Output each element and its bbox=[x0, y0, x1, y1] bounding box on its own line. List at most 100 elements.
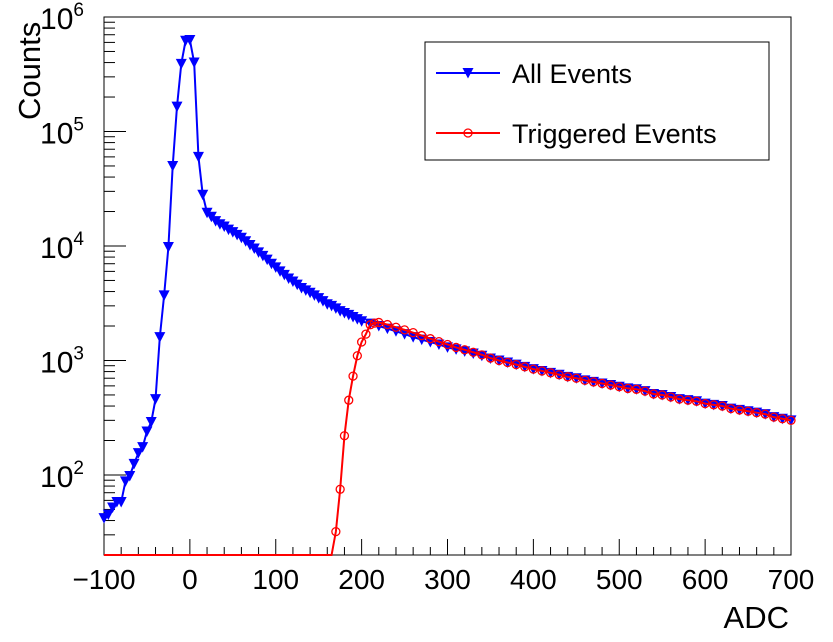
x-tick-label: 600 bbox=[682, 564, 729, 595]
data-point bbox=[330, 303, 342, 314]
y-tick-label: 105 bbox=[40, 114, 84, 150]
data-point bbox=[734, 405, 745, 415]
data-point bbox=[614, 382, 624, 392]
data-point bbox=[188, 57, 200, 69]
data-point bbox=[460, 345, 470, 355]
data-point bbox=[520, 362, 530, 372]
data-point bbox=[726, 403, 736, 414]
data-point bbox=[348, 371, 358, 381]
data-point bbox=[451, 342, 461, 353]
data-point bbox=[709, 400, 719, 410]
y-axis-ticks: 102 103 104 105 106 bbox=[40, 0, 126, 556]
data-point bbox=[528, 364, 539, 374]
data-point bbox=[162, 241, 174, 253]
data-point bbox=[717, 401, 727, 411]
data-point bbox=[137, 442, 149, 453]
data-point bbox=[102, 509, 114, 521]
legend-marker bbox=[462, 68, 474, 79]
data-point bbox=[399, 325, 410, 335]
data-point bbox=[606, 380, 616, 390]
data-point bbox=[760, 409, 770, 419]
data-point bbox=[752, 408, 762, 418]
legend-label-triggered-events: Triggered Events bbox=[512, 119, 717, 149]
y-tick-label: 103 bbox=[40, 343, 84, 379]
data-point bbox=[356, 337, 367, 347]
data-point bbox=[407, 332, 419, 343]
data-point bbox=[468, 347, 478, 357]
data-point bbox=[197, 189, 209, 201]
data-point bbox=[308, 290, 320, 301]
legend-box bbox=[424, 41, 770, 161]
data-point bbox=[391, 322, 401, 332]
data-point bbox=[335, 484, 345, 494]
data-point bbox=[231, 229, 243, 241]
data-point bbox=[477, 350, 487, 360]
data-point bbox=[150, 394, 162, 405]
data-point bbox=[158, 290, 170, 301]
data-point bbox=[648, 389, 659, 399]
data-point bbox=[369, 318, 380, 328]
x-tick-label: 700 bbox=[768, 564, 815, 595]
legend-marker-triggered-events bbox=[463, 128, 473, 138]
data-point bbox=[408, 328, 418, 338]
series-layer bbox=[98, 34, 797, 556]
data-point bbox=[382, 319, 393, 330]
data-point bbox=[580, 375, 590, 386]
data-point bbox=[597, 378, 607, 389]
data-point bbox=[352, 351, 362, 361]
legend: All Events Triggered Events bbox=[424, 41, 770, 161]
data-point bbox=[537, 366, 547, 376]
data-point bbox=[743, 406, 753, 416]
data-point bbox=[192, 151, 204, 163]
data-point bbox=[666, 392, 676, 402]
data-point bbox=[588, 377, 599, 387]
y-tick-label: 106 bbox=[40, 0, 84, 36]
data-point bbox=[171, 101, 183, 113]
data-point bbox=[132, 448, 144, 459]
data-point bbox=[141, 426, 153, 437]
x-tick-label: 100 bbox=[252, 564, 299, 595]
data-point bbox=[107, 502, 119, 513]
data-point bbox=[361, 329, 371, 339]
data-point bbox=[128, 458, 140, 470]
data-point bbox=[502, 357, 513, 368]
x-tick-label: 500 bbox=[596, 564, 643, 595]
x-tick-label: 0 bbox=[182, 564, 198, 595]
y-tick-label: 102 bbox=[40, 458, 84, 494]
data-point bbox=[154, 332, 166, 343]
data-point bbox=[434, 337, 444, 347]
data-point bbox=[769, 412, 779, 422]
series-triggered-events bbox=[104, 317, 796, 556]
data-point bbox=[374, 317, 384, 328]
data-point bbox=[425, 334, 435, 344]
data-point bbox=[119, 476, 131, 487]
data-point bbox=[786, 415, 796, 425]
legend-marker-all-events bbox=[462, 68, 474, 79]
data-point bbox=[331, 526, 341, 537]
legend-label-all-events: All Events bbox=[512, 59, 632, 89]
data-point bbox=[365, 320, 375, 330]
data-point bbox=[175, 58, 187, 70]
data-point bbox=[339, 431, 350, 441]
x-tick-label: 400 bbox=[510, 564, 557, 595]
data-point bbox=[631, 384, 642, 394]
data-point bbox=[777, 414, 788, 424]
data-point bbox=[494, 355, 504, 366]
data-point bbox=[511, 359, 521, 370]
data-point bbox=[657, 390, 667, 400]
data-point bbox=[356, 316, 368, 327]
data-point bbox=[691, 396, 702, 406]
data-point bbox=[227, 227, 239, 238]
data-point bbox=[674, 394, 685, 404]
data-point bbox=[167, 160, 179, 172]
data-point bbox=[563, 372, 573, 382]
y-axis-label: Counts bbox=[12, 22, 47, 120]
x-tick-label: 300 bbox=[424, 564, 471, 595]
data-point bbox=[344, 395, 354, 405]
data-point bbox=[683, 395, 693, 405]
x-tick-label: 200 bbox=[338, 564, 385, 595]
data-point bbox=[485, 353, 496, 363]
data-point bbox=[184, 34, 196, 46]
data-point bbox=[442, 339, 453, 350]
